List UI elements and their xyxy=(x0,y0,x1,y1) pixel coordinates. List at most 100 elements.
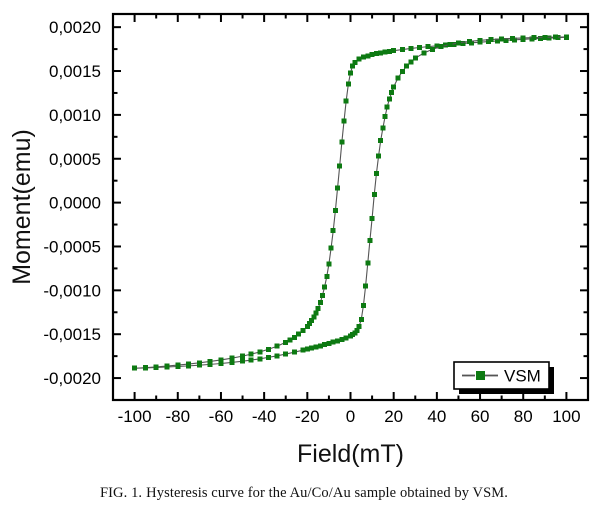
series-marker xyxy=(360,54,366,60)
series-marker xyxy=(421,50,427,56)
series-marker xyxy=(356,323,362,329)
x-tick-label: 80 xyxy=(514,407,533,426)
series-marker xyxy=(430,46,436,52)
series-marker xyxy=(186,363,192,369)
series-marker xyxy=(408,45,414,51)
series-marker xyxy=(391,84,397,90)
y-tick-label: -0,0010 xyxy=(43,281,101,300)
series-descending xyxy=(132,34,569,371)
series-marker xyxy=(417,45,423,51)
series-marker xyxy=(425,44,431,50)
series-marker xyxy=(376,153,382,159)
series-marker xyxy=(348,70,353,76)
series-marker xyxy=(287,337,293,343)
series-marker xyxy=(300,347,306,353)
axis-ticks: -100 -80 -60 -40 -20 0 20 40 60 80 100 0,0020 0,0015… xyxy=(43,14,588,426)
series-marker xyxy=(196,362,202,368)
series-marker xyxy=(553,34,559,40)
legend[interactable]: VSM xyxy=(453,361,554,394)
series-marker xyxy=(153,364,159,370)
series-marker xyxy=(326,340,332,346)
series-marker xyxy=(499,36,505,42)
x-tick-label: 100 xyxy=(552,407,580,426)
series-marker xyxy=(369,52,375,58)
series-marker xyxy=(265,346,271,352)
y-tick-label: 0,0020 xyxy=(49,18,101,37)
series-marker xyxy=(391,48,397,54)
series-marker xyxy=(546,35,552,41)
legend-label: VSM xyxy=(504,367,541,386)
series-marker xyxy=(248,351,254,357)
series-marker xyxy=(343,98,349,104)
series-marker xyxy=(291,334,297,340)
series-marker xyxy=(164,364,170,370)
series-marker xyxy=(460,41,466,47)
x-tick-label: 40 xyxy=(427,407,446,426)
legend-box xyxy=(453,361,550,390)
series-marker xyxy=(257,349,263,355)
series-marker xyxy=(274,353,280,359)
series-marker xyxy=(248,357,254,363)
series-marker xyxy=(477,37,483,43)
series-marker xyxy=(175,363,181,369)
x-axis-title: Field(mT) xyxy=(297,440,404,468)
series-marker xyxy=(365,260,371,266)
y-tick-label: 0,0005 xyxy=(49,150,101,169)
series-marker xyxy=(395,75,401,81)
figure-caption: FIG. 1. Hysteresis curve for the Au/Co/Au… xyxy=(0,485,608,502)
series-marker xyxy=(563,34,569,40)
series-marker xyxy=(434,43,440,49)
x-tick-label: -100 xyxy=(118,407,152,426)
x-tick-label: 60 xyxy=(471,407,490,426)
y-tick-label: 0,0000 xyxy=(49,194,101,213)
series-marker xyxy=(283,339,289,345)
series-marker xyxy=(378,50,384,56)
series-marker xyxy=(382,49,388,55)
series-marker xyxy=(317,343,323,349)
series-marker xyxy=(132,365,138,371)
series-marker xyxy=(520,35,526,41)
series-marker xyxy=(229,359,235,365)
series-marker xyxy=(345,81,351,87)
series-marker xyxy=(240,353,246,359)
series-marker xyxy=(389,90,395,96)
series-marker xyxy=(369,215,375,221)
series-marker xyxy=(360,302,366,308)
series-marker xyxy=(304,323,310,329)
series-marker xyxy=(319,293,325,299)
series-marker xyxy=(229,355,235,361)
series-ascending xyxy=(132,34,569,371)
y-axis-title: Moment(emu) xyxy=(8,129,36,285)
series-marker xyxy=(283,351,289,357)
figure-caption-label: FIG. 1. xyxy=(99,485,143,501)
series-marker xyxy=(354,327,360,333)
series-marker xyxy=(384,104,390,110)
series-marker xyxy=(531,35,537,41)
legend-marker xyxy=(476,371,485,380)
series-marker xyxy=(343,335,349,341)
series-marker xyxy=(142,365,148,371)
series-marker xyxy=(371,192,377,198)
series-marker xyxy=(386,96,392,102)
series-marker xyxy=(350,63,356,69)
series-marker xyxy=(317,300,323,306)
series-marker xyxy=(352,330,358,336)
series-marker xyxy=(494,38,500,44)
series-marker xyxy=(306,321,312,327)
series-marker xyxy=(341,118,347,124)
series-marker xyxy=(240,358,246,364)
y-tick-label: 0,0015 xyxy=(49,62,101,81)
series-marker xyxy=(382,114,388,120)
y-tick-label: -0,0005 xyxy=(43,237,101,256)
series-marker xyxy=(330,228,336,234)
x-tick-label: -20 xyxy=(295,407,320,426)
figure-caption-text: Hysteresis curve for the Au/Co/Au sample… xyxy=(146,485,509,501)
series-marker xyxy=(324,274,330,280)
series-marker xyxy=(367,237,373,243)
series-marker xyxy=(358,316,364,322)
series-marker xyxy=(466,38,472,44)
series-marker xyxy=(538,35,543,41)
series-marker xyxy=(313,344,319,350)
series-marker xyxy=(296,331,302,337)
